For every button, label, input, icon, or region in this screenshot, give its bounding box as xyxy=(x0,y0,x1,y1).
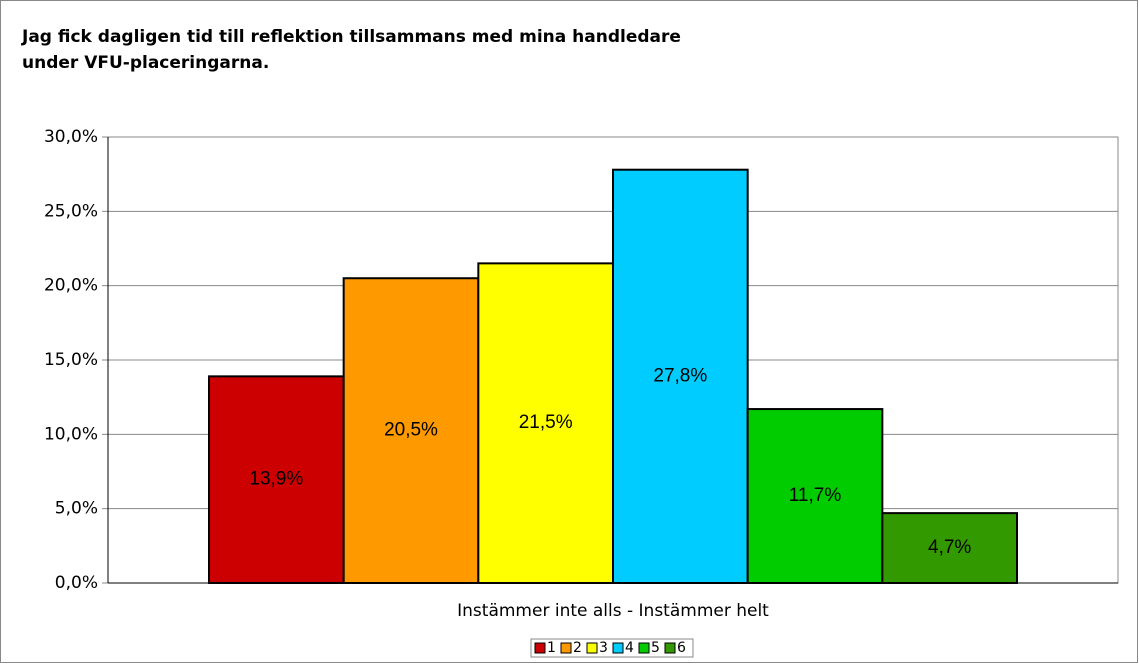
legend-swatch xyxy=(586,642,598,654)
legend-label: 5 xyxy=(651,640,660,656)
y-tick-label: 25,0% xyxy=(44,201,98,221)
legend-swatch xyxy=(560,642,572,654)
value-label: 27,8% xyxy=(653,365,707,386)
bar xyxy=(746,408,884,584)
legend-swatch xyxy=(534,642,546,654)
legend-swatch xyxy=(664,642,676,654)
bar xyxy=(342,277,480,584)
value-label: 20,5% xyxy=(384,420,438,441)
value-label: 21,5% xyxy=(519,412,573,433)
value-label: 4,7% xyxy=(928,537,971,558)
legend-label: 4 xyxy=(625,640,634,656)
legend-swatch xyxy=(638,642,650,654)
y-tick-label: 0,0% xyxy=(55,573,98,593)
y-tick-label: 20,0% xyxy=(44,276,98,296)
value-label: 13,9% xyxy=(249,469,303,490)
legend-swatch xyxy=(612,642,624,654)
value-label: 11,7% xyxy=(789,485,842,506)
bar xyxy=(612,168,749,584)
legend-label: 2 xyxy=(573,640,582,656)
legend-label: 1 xyxy=(547,640,556,656)
bar xyxy=(477,262,615,584)
legend-label: 6 xyxy=(677,640,686,656)
chart-title: Jag fick dagligen tid till reflektion ti… xyxy=(22,27,681,73)
y-tick-label: 5,0% xyxy=(55,499,98,519)
x-axis-label: Instämmer inte alls - Instämmer helt xyxy=(457,601,769,621)
y-tick-label: 15,0% xyxy=(44,350,98,370)
y-tick-label: 30,0% xyxy=(44,127,98,147)
y-tick-label: 10,0% xyxy=(44,424,98,444)
bar xyxy=(208,375,345,584)
bar xyxy=(881,512,1018,584)
legend-label: 3 xyxy=(599,640,608,656)
